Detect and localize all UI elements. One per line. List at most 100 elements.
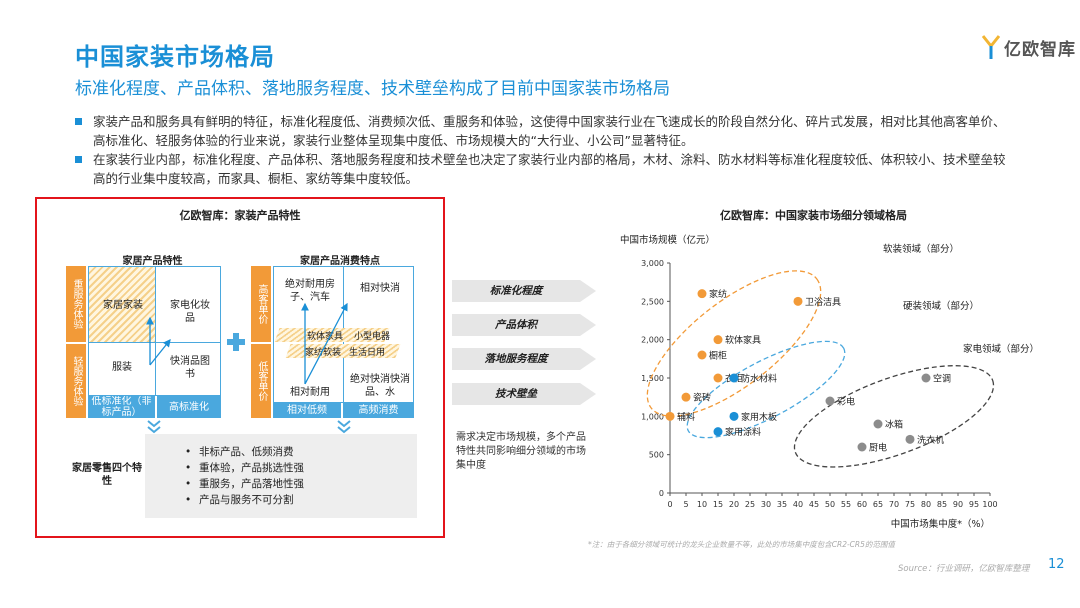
data-point bbox=[681, 392, 691, 402]
cell-small-appliances: 小型电器 bbox=[353, 332, 390, 342]
x-tick-label: 50 bbox=[825, 500, 835, 509]
y-tick-label: 1,000 bbox=[641, 412, 664, 421]
y-tick-label: 2,500 bbox=[641, 297, 664, 306]
four-char-list: 非标产品、低频消费 重体验，产品挑选性强 重服务，产品落地性强 产品与服务不可分… bbox=[185, 444, 304, 508]
data-label: 橱柜 bbox=[709, 350, 727, 362]
x-tick-label: 65 bbox=[873, 500, 883, 509]
matrix-divider-h bbox=[88, 342, 221, 344]
product-characteristics-panel: 亿欧智库：家装产品特性 bbox=[35, 197, 445, 538]
x-tick-label: 100 bbox=[982, 500, 997, 509]
high-price-bar: 高客单价 bbox=[251, 266, 271, 342]
cell-fmcg-books: 快消品图书 bbox=[170, 356, 210, 380]
data-label: 彩电 bbox=[837, 396, 855, 408]
logo-icon bbox=[982, 35, 1000, 59]
arrow-tech-barrier: 技术壁垒 bbox=[452, 383, 596, 405]
chevron-down-icon bbox=[337, 420, 351, 434]
y-tick-label: 500 bbox=[649, 451, 664, 460]
cell-appliance-cosmetics: 家电化妆品 bbox=[170, 300, 210, 324]
source-note: Source：行业调研，亿欧智库整理 bbox=[898, 564, 1030, 574]
x-tick-label: 35 bbox=[777, 500, 787, 509]
chevron-down-icon bbox=[147, 420, 161, 434]
product-char-title: 家居产品特性 bbox=[122, 256, 183, 267]
arrow-volume: 产品体积 bbox=[452, 314, 596, 336]
y-tick-label: 0 bbox=[659, 489, 664, 498]
consume-char-title: 家居产品消费特点 bbox=[300, 256, 380, 267]
heavy-service-bar: 重服务体验 bbox=[66, 266, 86, 342]
x-tick-label: 25 bbox=[745, 500, 755, 509]
group-label: 软装领域（部分） bbox=[883, 243, 959, 255]
four-char-label: 家居零售四个特性 bbox=[72, 463, 142, 487]
page-subtitle: 标准化程度、产品体积、落地服务程度、技术壁垒构成了目前中国家装市场格局 bbox=[75, 79, 670, 99]
four-char-item: 产品与服务不可分割 bbox=[185, 492, 304, 508]
x-tick-label: 75 bbox=[905, 500, 915, 509]
bullet-1: 家装产品和服务具有鲜明的特征，标准化程度低、消费频次低、重服务和体验，这使得中国… bbox=[75, 112, 1015, 150]
data-label: 家纺 bbox=[709, 288, 727, 300]
data-label: 防水材料 bbox=[741, 373, 777, 385]
x-tick-label: 60 bbox=[857, 500, 867, 509]
data-label: 空调 bbox=[933, 373, 951, 385]
scatter-chart: 0 5 10 15 20 25 30 35 40 45 50 55 60 65 70 75 80 85 90 95 10… bbox=[620, 234, 1039, 530]
intro-bullets: 家装产品和服务具有鲜明的特征，标准化程度低、消费频次低、重服务和体验，这使得中国… bbox=[75, 112, 1015, 188]
light-service-bar: 轻服务体验 bbox=[66, 344, 86, 418]
data-point bbox=[857, 442, 867, 452]
chart-title: 亿欧智库：中国家装市场细分领域格局 bbox=[720, 209, 907, 222]
data-point bbox=[729, 411, 739, 421]
x-tick-label: 70 bbox=[889, 500, 899, 509]
data-point bbox=[713, 373, 723, 383]
data-label: 软体家具 bbox=[725, 334, 761, 346]
matrix-arrows bbox=[146, 316, 171, 366]
footnote: *注：由于各细分领域可统计的龙头企业数量不等，此处的市场集中度包含CR2-CR5… bbox=[588, 540, 895, 549]
low-price-bar: 低客单价 bbox=[251, 344, 271, 418]
low-standard-bar: 低标准化（非标产品） bbox=[88, 396, 155, 418]
y-tick-label: 1,500 bbox=[641, 374, 664, 383]
high-frequency-bar: 高频消费 bbox=[343, 403, 414, 418]
cell-soft-furniture: 软体家具 bbox=[306, 332, 343, 342]
data-point bbox=[697, 289, 707, 299]
hatch-area bbox=[88, 266, 155, 342]
cell-daily-goods: 生活日用 bbox=[348, 348, 385, 358]
data-label: 冰箱 bbox=[885, 419, 903, 431]
plus-icon bbox=[227, 333, 245, 351]
x-tick-label: 5 bbox=[683, 500, 688, 509]
brand-logo: 亿欧智库 bbox=[982, 34, 1076, 60]
data-point bbox=[665, 411, 675, 421]
data-label: 家用涂料 bbox=[725, 426, 761, 438]
data-label: 家用木板 bbox=[741, 411, 777, 423]
x-tick-label: 10 bbox=[697, 500, 707, 509]
group-soft-ellipse bbox=[646, 270, 822, 417]
data-label: 洗衣机 bbox=[917, 434, 944, 446]
x-tick-label: 80 bbox=[921, 500, 931, 509]
high-standard-bar: 高标准化 bbox=[157, 396, 221, 418]
cell-home-textiles: 家纺软装 bbox=[304, 348, 341, 358]
x-tick-label: 20 bbox=[729, 500, 739, 509]
four-char-item: 重体验，产品挑选性强 bbox=[185, 460, 304, 476]
group-appliance-ellipse bbox=[793, 365, 995, 468]
page-title: 中国家装市场格局 bbox=[75, 43, 275, 71]
arrow-standardization: 标准化程度 bbox=[452, 280, 596, 302]
x-tick-label: 0 bbox=[667, 500, 672, 509]
y-tick-label: 3,000 bbox=[641, 259, 664, 268]
arrow-label: 产品体积 bbox=[495, 319, 537, 331]
page-number: 12 bbox=[1048, 557, 1065, 572]
data-label: 瓷砖 bbox=[693, 392, 711, 404]
demand-note: 需求决定市场规模，多个产品特性共同影响细分领域的市场集中度 bbox=[456, 432, 586, 471]
four-char-item: 非标产品、低频消费 bbox=[185, 444, 304, 460]
data-label: 辅料 bbox=[677, 411, 695, 423]
x-tick-label: 15 bbox=[713, 500, 723, 509]
data-point bbox=[905, 434, 915, 444]
four-char-item: 重服务，产品落地性强 bbox=[185, 476, 304, 492]
cell-home-furnishing: 家居家装 bbox=[103, 300, 143, 311]
bullet-2: 在家装行业内部，标准化程度、产品体积、落地服务程度和技术壁垒也决定了家装行业内部… bbox=[75, 150, 1015, 188]
low-frequency-bar: 相对低频 bbox=[273, 403, 341, 418]
data-point bbox=[825, 396, 835, 406]
x-axis-label: 中国市场集中度*（%） bbox=[891, 518, 990, 530]
cell-relative-fmcg: 相对快消 bbox=[360, 283, 400, 294]
data-label: 卫浴洁具 bbox=[805, 296, 841, 308]
x-tick-label: 45 bbox=[809, 500, 819, 509]
cell-durable-relative: 相对耐用 bbox=[290, 387, 330, 398]
y-axis-label: 中国市场规模（亿元） bbox=[620, 234, 715, 246]
matrix-divider-v bbox=[155, 266, 157, 396]
cell-durable-absolute: 绝对耐用房子、汽车 bbox=[285, 279, 335, 303]
y-tick-label: 2,000 bbox=[641, 336, 664, 345]
group-hard-ellipse bbox=[686, 340, 846, 439]
